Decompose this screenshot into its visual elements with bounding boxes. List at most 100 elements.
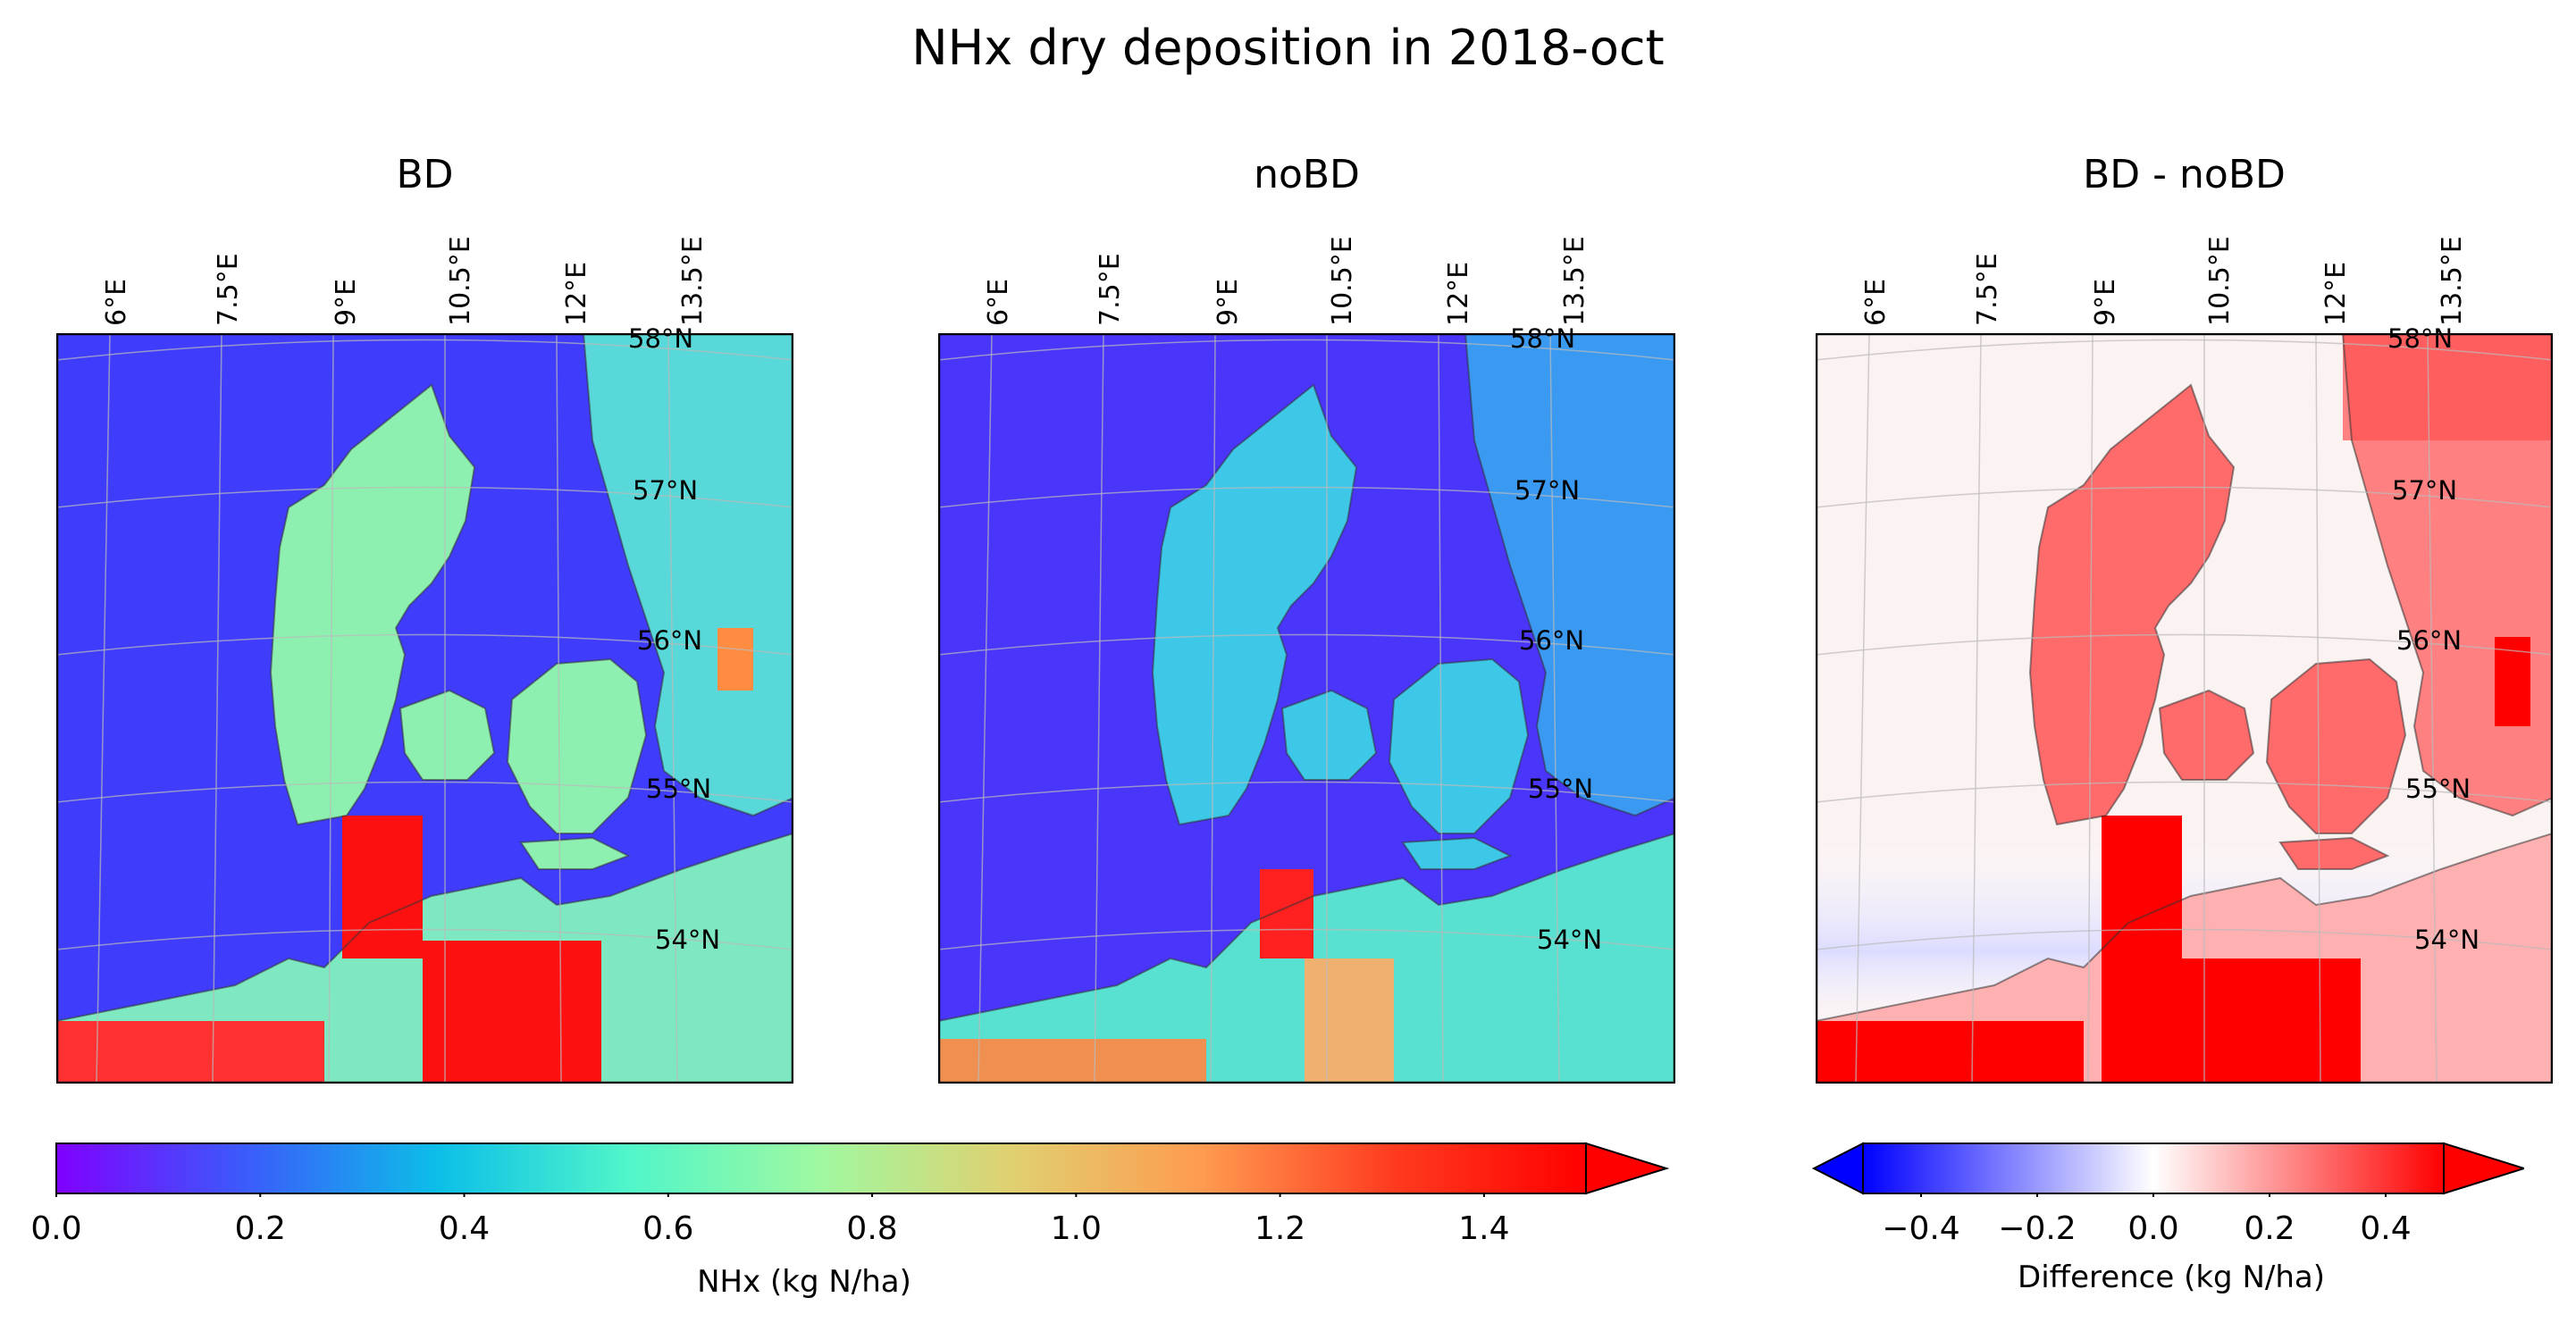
diff-sweden-high (2343, 333, 2553, 440)
diff-zealand-field (2267, 659, 2405, 833)
nobd-frame (938, 333, 1675, 1084)
cbar-nhx-extend-max (1585, 1142, 1670, 1195)
diff-frame (1816, 333, 2553, 1084)
colorbar-nhx-label: NHx (kg N/ha) (697, 1264, 911, 1300)
lon-label-nobd-5: 13.5°E (1559, 236, 1590, 326)
colorbar-difference (1811, 1142, 2524, 1197)
cbar-nhx-tick-label-0: 0.0 (30, 1210, 82, 1247)
diff-meridian-5 (2427, 333, 2438, 1084)
lat-label-diff-1: 57°N (2392, 475, 2458, 506)
cbar-diff-extend-min (1811, 1142, 1864, 1195)
cbar-nhx-tick-label-6: 1.2 (1254, 1210, 1306, 1247)
nobd-meridian-1 (1094, 333, 1104, 1084)
colorbar-difference-label: Difference (kg N/ha) (2018, 1260, 2325, 1295)
nobd-hotspot-3 (938, 1039, 1206, 1084)
diff-coastline-germany (1816, 833, 2553, 1022)
nobd-meridian-5 (1549, 333, 1560, 1084)
cbar-diff-tick-label-3: 0.2 (2244, 1210, 2295, 1247)
cbar-diff-tick-label-1: −0.2 (1998, 1210, 2077, 1247)
diff-hotspot-3 (1816, 1021, 2084, 1084)
lat-label-nobd-4: 54°N (1537, 925, 1603, 955)
bd-coastline-2 (506, 657, 648, 834)
bd-hotspot-2 (423, 941, 601, 1084)
lat-label-diff-4: 54°N (2414, 925, 2480, 955)
bd-lolland-field (521, 838, 628, 869)
cbar-diff-tick-label-4: 0.4 (2360, 1210, 2412, 1247)
colorbar-nhx (55, 1142, 1670, 1197)
diff-meridian-0 (1855, 333, 1870, 1084)
panel-title-nobd: noBD (1254, 152, 1360, 197)
nobd-hotspot-1 (1260, 869, 1313, 958)
cbar-diff-tick-label-0: −0.4 (1882, 1210, 1960, 1247)
lon-label-diff-2: 9°E (2090, 278, 2121, 326)
cbar-nhx-tick-label-2: 0.4 (438, 1210, 491, 1247)
lat-label-nobd-3: 55°N (1528, 774, 1594, 804)
nobd-coastline-3 (1401, 836, 1513, 870)
diff-fyn-field (2160, 691, 2253, 780)
diff-coastline-3 (2278, 836, 2390, 870)
lon-label-bd-1: 7.5°E (213, 253, 244, 326)
nobd-zealand-field (1389, 659, 1528, 833)
bd-hotspot-3 (56, 1021, 324, 1084)
cbar-diff-tick-label-2: 0.0 (2127, 1210, 2179, 1247)
bd-meridian-0 (96, 333, 111, 1084)
lon-label-nobd-0: 6°E (983, 278, 1014, 326)
cbar-nhx-tick-label-5: 1.0 (1050, 1210, 1102, 1247)
diff-parallel-3 (1816, 781, 2553, 803)
lon-label-diff-0: 6°E (1860, 278, 1892, 326)
diff-meridian-4 (2315, 333, 2321, 1084)
lat-label-bd-3: 55°N (646, 774, 712, 804)
panel-title-bd: BD (396, 152, 454, 197)
lon-label-bd-5: 13.5°E (677, 236, 709, 326)
lon-label-nobd-4: 12°E (1443, 261, 1474, 326)
diff-hotspot-1 (2102, 816, 2182, 1084)
nobd-parallel-4 (938, 928, 1675, 950)
bd-hotspot-4 (717, 628, 753, 691)
lat-label-nobd-1: 57°N (1515, 475, 1581, 506)
bd-frame (56, 333, 793, 1084)
lat-label-bd-1: 57°N (633, 475, 699, 506)
bd-coastline-0 (269, 383, 476, 826)
nobd-coastline-sweden (1464, 333, 1675, 817)
cbar-nhx-tick-label-1: 0.2 (234, 1210, 286, 1247)
bd-parallel-2 (56, 633, 793, 656)
nobd-parallel-3 (938, 781, 1675, 803)
nobd-parallel-0 (938, 339, 1675, 361)
bd-meridian-2 (328, 333, 334, 1084)
lat-label-bd-2: 56°N (637, 625, 703, 656)
cbar-nhx-tick-label-7: 1.4 (1458, 1210, 1510, 1247)
lon-label-diff-4: 12°E (2320, 261, 2352, 326)
diff-hotspot-2 (2182, 958, 2361, 1084)
cbar-diff-extend-max (2443, 1142, 2524, 1195)
bd-coastline-3 (519, 836, 631, 870)
lat-label-diff-3: 55°N (2405, 774, 2471, 804)
diff-meridian-2 (2087, 333, 2094, 1084)
diff-jutland-field (2030, 385, 2234, 825)
bd-hotspot-1 (342, 816, 423, 958)
bd-meridian-4 (556, 333, 562, 1084)
bd-parallel-0 (56, 339, 793, 361)
figure-title: NHx dry deposition in 2018-oct (911, 20, 1665, 76)
bd-parallel-3 (56, 781, 793, 803)
lon-label-nobd-2: 9°E (1212, 278, 1244, 326)
nobd-lolland-field (1403, 838, 1510, 869)
nobd-hotspot-2 (1305, 958, 1394, 1084)
nobd-fyn-field (1282, 691, 1376, 780)
nobd-meridian-4 (1438, 333, 1444, 1084)
lon-label-diff-3: 10.5°E (2204, 236, 2236, 326)
lat-label-bd-4: 54°N (655, 925, 721, 955)
lon-label-bd-0: 6°E (101, 278, 132, 326)
bd-parallel-1 (56, 486, 793, 508)
nobd-jutland-field (1153, 385, 1356, 825)
nobd-meridian-0 (978, 333, 993, 1084)
lon-label-nobd-3: 10.5°E (1327, 236, 1358, 326)
cbar-diff-gradient-bar (1863, 1143, 2444, 1193)
bd-meridian-5 (667, 333, 678, 1084)
nobd-coastline-1 (1280, 689, 1378, 781)
diff-coastline-sweden (2342, 333, 2553, 817)
nobd-coastline-2 (1388, 657, 1530, 834)
nobd-coastline-germany (938, 833, 1675, 1022)
cbar-nhx-tick-label-4: 0.8 (846, 1210, 898, 1247)
lon-label-nobd-1: 7.5°E (1095, 253, 1126, 326)
diff-coastline-1 (2158, 689, 2255, 781)
